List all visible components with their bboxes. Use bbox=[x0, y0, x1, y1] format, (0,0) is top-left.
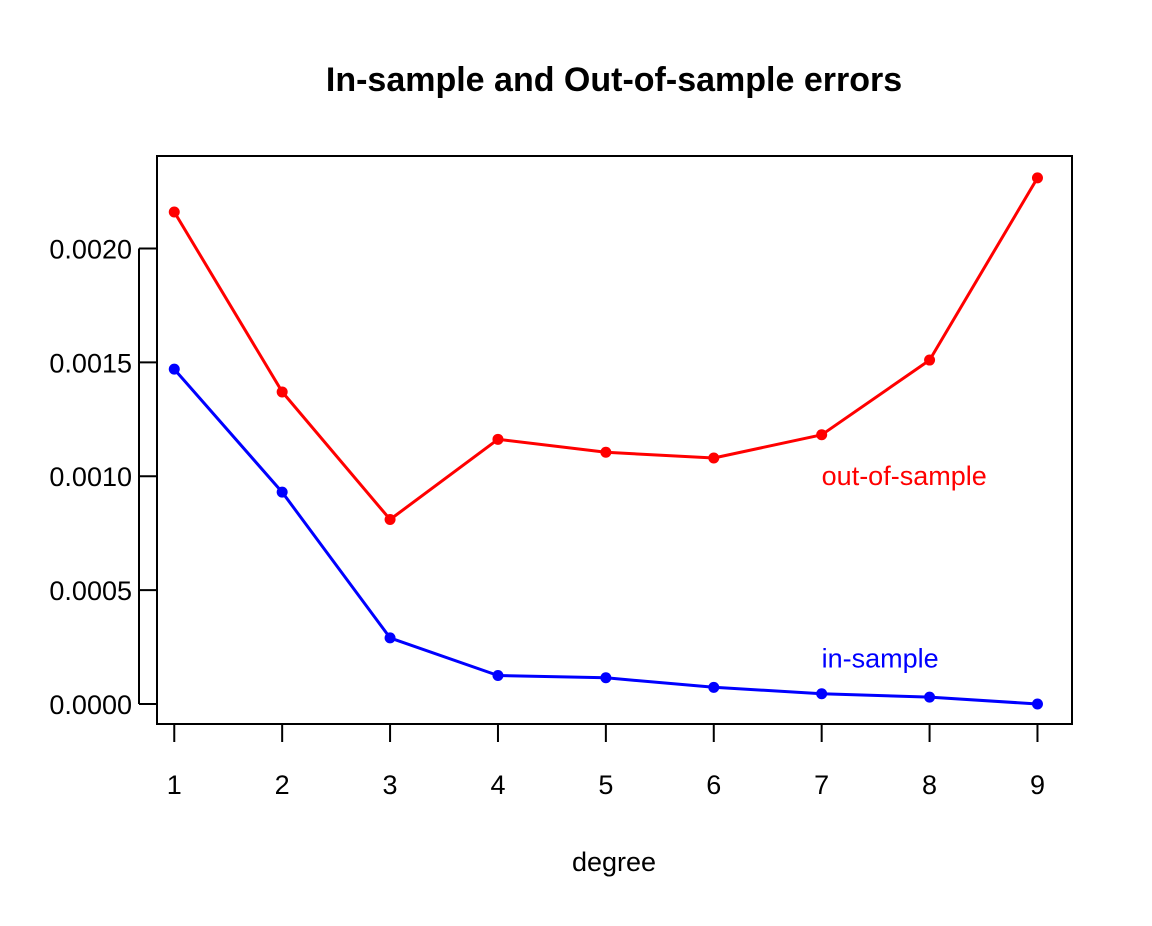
x-tick-label: 7 bbox=[814, 770, 829, 800]
in-sample-point bbox=[168, 363, 180, 375]
y-tick-label: 0.0005 bbox=[49, 576, 132, 606]
x-axis-label: degree bbox=[572, 847, 656, 877]
out-of-sample-point bbox=[1031, 172, 1043, 184]
y-tick-label: 0.0015 bbox=[49, 348, 132, 378]
x-axis: 1 2 3 4 5 6 7 8 9 bbox=[167, 723, 1045, 800]
x-tick-label: 6 bbox=[706, 770, 721, 800]
y-tick-label: 0.0020 bbox=[49, 234, 132, 264]
x-tick-label: 9 bbox=[1030, 770, 1045, 800]
out-of-sample-point bbox=[492, 433, 504, 445]
x-tick-label: 3 bbox=[383, 770, 398, 800]
in-sample-label: in-sample bbox=[822, 643, 939, 673]
y-tick-label: 0.0010 bbox=[49, 462, 132, 492]
in-sample-point bbox=[708, 681, 720, 693]
x-tick-label: 4 bbox=[490, 770, 505, 800]
out-of-sample-point bbox=[708, 452, 720, 464]
in-sample-point bbox=[924, 691, 936, 703]
x-tick-label: 1 bbox=[167, 770, 182, 800]
in-sample-point bbox=[384, 632, 396, 644]
out-of-sample-point bbox=[384, 513, 396, 525]
x-tick-label: 5 bbox=[598, 770, 613, 800]
out-of-sample-point bbox=[168, 206, 180, 218]
in-sample-point bbox=[816, 688, 828, 700]
out-of-sample-point bbox=[924, 354, 936, 366]
y-tick-label: 0.0000 bbox=[49, 690, 132, 720]
y-axis: 0.0000 0.0005 0.0010 0.0015 0.0020 bbox=[49, 234, 157, 720]
out-of-sample-point bbox=[276, 386, 288, 398]
out-of-sample-point bbox=[600, 446, 612, 458]
in-sample-point bbox=[492, 669, 504, 681]
x-tick-label: 8 bbox=[922, 770, 937, 800]
chart-title: In-sample and Out-of-sample errors bbox=[326, 61, 902, 99]
out-of-sample-point bbox=[816, 429, 828, 441]
out-of-sample-label: out-of-sample bbox=[822, 461, 987, 491]
in-sample-point bbox=[1031, 698, 1043, 710]
x-tick-label: 2 bbox=[275, 770, 290, 800]
series-layer: out-of-sample in-sample bbox=[168, 172, 1043, 710]
in-sample-point bbox=[276, 486, 288, 498]
in-sample-point bbox=[600, 672, 612, 684]
